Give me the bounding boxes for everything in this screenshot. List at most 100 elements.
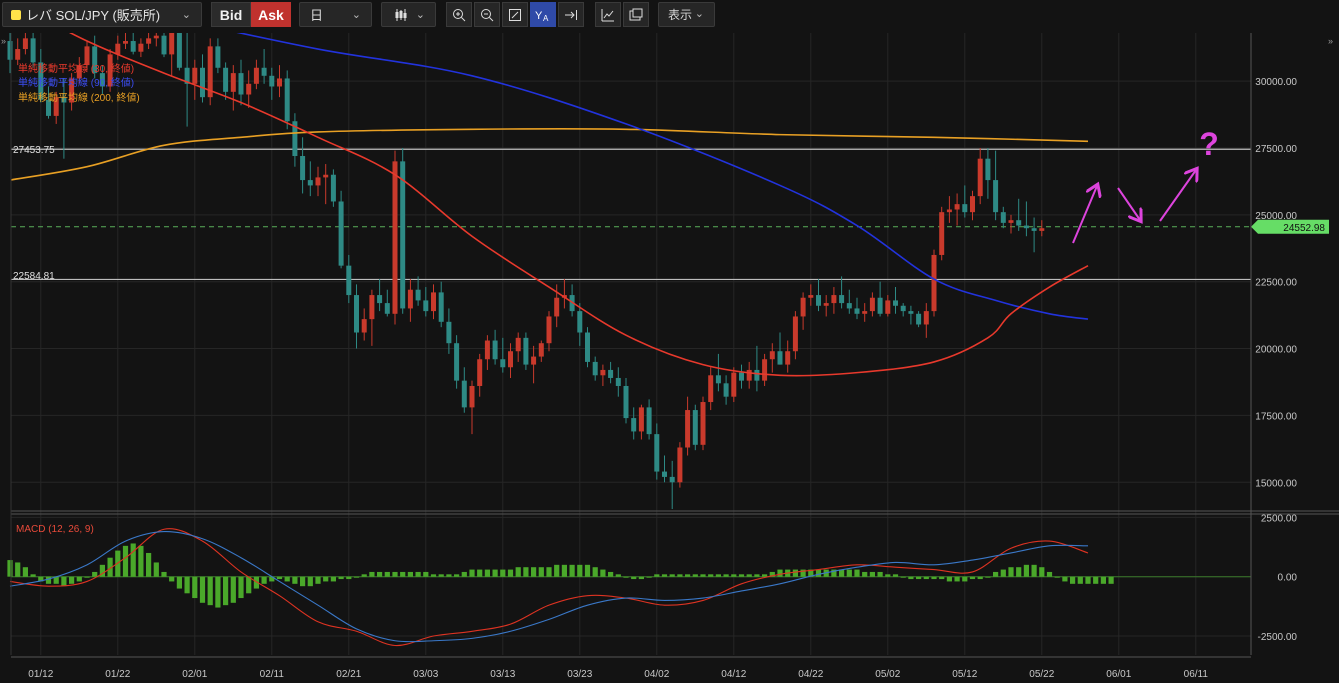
- indicator-icon: [601, 8, 614, 21]
- macd-histogram-bar: [1016, 567, 1022, 577]
- ask-button[interactable]: Ask: [251, 2, 291, 27]
- macd-histogram-bar: [253, 576, 259, 589]
- indicator-button[interactable]: [595, 2, 621, 27]
- macd-histogram-bar: [700, 574, 706, 577]
- candle-body: [508, 351, 513, 368]
- zoom-out-button[interactable]: [474, 2, 500, 27]
- candle-body: [746, 369, 752, 381]
- macd-histogram-bar: [631, 576, 637, 580]
- candle-body: [477, 359, 483, 386]
- candle-body: [1023, 225, 1029, 229]
- bid-button[interactable]: Bid: [211, 2, 251, 27]
- candle-body: [407, 289, 413, 309]
- scroll-to-latest-icon: [565, 9, 577, 20]
- candle-body: [754, 369, 760, 381]
- candle-body: [431, 292, 436, 312]
- macd-histogram-bar: [1000, 569, 1006, 577]
- macd-histogram-bar: [900, 576, 906, 578]
- symbol-color-icon: [11, 9, 21, 20]
- macd-histogram-bar: [1023, 564, 1029, 577]
- candle-body: [800, 297, 806, 317]
- macd-histogram-bar: [469, 569, 475, 577]
- macd-histogram-bar: [261, 576, 267, 584]
- candle-body: [215, 46, 221, 68]
- macd-histogram-bar: [708, 574, 714, 577]
- candle-body: [985, 158, 991, 181]
- collapse-right-icon: »: [1328, 36, 1333, 46]
- macd-histogram-bar: [153, 562, 159, 577]
- macd-histogram-bar: [284, 576, 290, 582]
- scroll-to-latest-button[interactable]: [558, 2, 584, 27]
- candle-body: [123, 41, 128, 44]
- candle-body: [623, 385, 629, 419]
- screenshot-button[interactable]: [623, 2, 649, 27]
- macd-histogram-bar: [577, 564, 583, 577]
- zoom-in-icon: [453, 8, 466, 21]
- symbol-select[interactable]: レバ SOL/JPY (販売所) ⌄: [2, 2, 202, 27]
- x-tick-label: 06/01: [1106, 669, 1131, 680]
- candle-body: [53, 97, 59, 116]
- y-tick-label: 27500.00: [1255, 144, 1297, 155]
- macd-histogram-bar: [754, 574, 760, 577]
- price-chart[interactable]: 24552.98 01/12 01/22 02/01 02/11 02/21 03/03 0…: [0, 30, 1339, 683]
- axes: 01/12 01/22 02/01 02/11 02/21 03/03 03/13 03/23…: [1, 33, 1339, 680]
- macd-histogram-bar: [931, 576, 937, 580]
- legend-ma30: 単純移動平均線 (30, 終値): [18, 64, 135, 75]
- svg-text:Y: Y: [535, 10, 543, 22]
- macd-histogram-bar: [846, 569, 852, 577]
- candle-body: [369, 295, 375, 320]
- candle-body: [415, 289, 421, 301]
- macd-histogram-bar: [461, 571, 467, 577]
- moving-averages: [11, 33, 1089, 377]
- macd-histogram-bar: [1085, 576, 1091, 584]
- macd-histogram-bar: [1108, 576, 1114, 584]
- macd-histogram-bar: [1093, 576, 1099, 584]
- x-tick-label: 01/22: [105, 669, 130, 680]
- candle-body: [939, 212, 945, 255]
- macd-histogram-bar: [869, 571, 875, 577]
- candle-body: [708, 375, 714, 403]
- macd-histogram-bar: [1039, 567, 1045, 577]
- view-menu[interactable]: 表示 ⌄: [658, 2, 715, 27]
- candle-body: [438, 292, 444, 322]
- y-tick-label: 25000.00: [1255, 211, 1297, 222]
- chart-type-select[interactable]: ⌄: [381, 2, 436, 27]
- candle-body: [146, 38, 152, 44]
- candle-body: [677, 447, 683, 483]
- macd-histogram-bar: [515, 567, 521, 577]
- macd-histogram-bar: [1008, 567, 1014, 577]
- macd-histogram-bar: [669, 574, 675, 577]
- macd-histogram-bar: [484, 569, 490, 577]
- candle-body: [292, 121, 298, 157]
- candle-body: [69, 78, 75, 103]
- candle-body: [762, 359, 768, 381]
- macd-histogram-bar: [908, 576, 914, 580]
- zoom-in-button[interactable]: [446, 2, 472, 27]
- macd-histogram-bar: [792, 569, 798, 577]
- macd-histogram-bar: [531, 567, 537, 577]
- annotation-arrow: [1159, 170, 1196, 222]
- macd-histogram-bar: [377, 571, 383, 577]
- macd-histogram-bar: [1046, 571, 1053, 577]
- macd-histogram-bar: [369, 571, 375, 577]
- macd-histogram-bar: [923, 576, 929, 580]
- screenshot-icon: [629, 8, 643, 20]
- macd-histogram-bar: [307, 576, 313, 587]
- candle-body: [484, 340, 490, 360]
- macd-histogram-bar: [646, 576, 652, 578]
- period-select[interactable]: 日 ⌄: [299, 2, 372, 27]
- candle-body: [585, 332, 590, 362]
- candle-body: [400, 161, 406, 309]
- macd-histogram-bar: [1100, 576, 1106, 584]
- macd-histogram-bar: [1077, 576, 1083, 584]
- fit-screen-button[interactable]: [502, 2, 528, 27]
- y-tick-label: 22500.00: [1255, 278, 1297, 289]
- macd-histogram-bar: [138, 545, 144, 577]
- candle-body: [161, 35, 167, 55]
- macd-histogram-bar: [238, 576, 244, 599]
- macd-histogram-bar: [939, 576, 945, 580]
- candles: [7, 33, 1045, 509]
- macd-histogram-bar: [61, 576, 67, 587]
- macd-line: [9, 531, 1089, 643]
